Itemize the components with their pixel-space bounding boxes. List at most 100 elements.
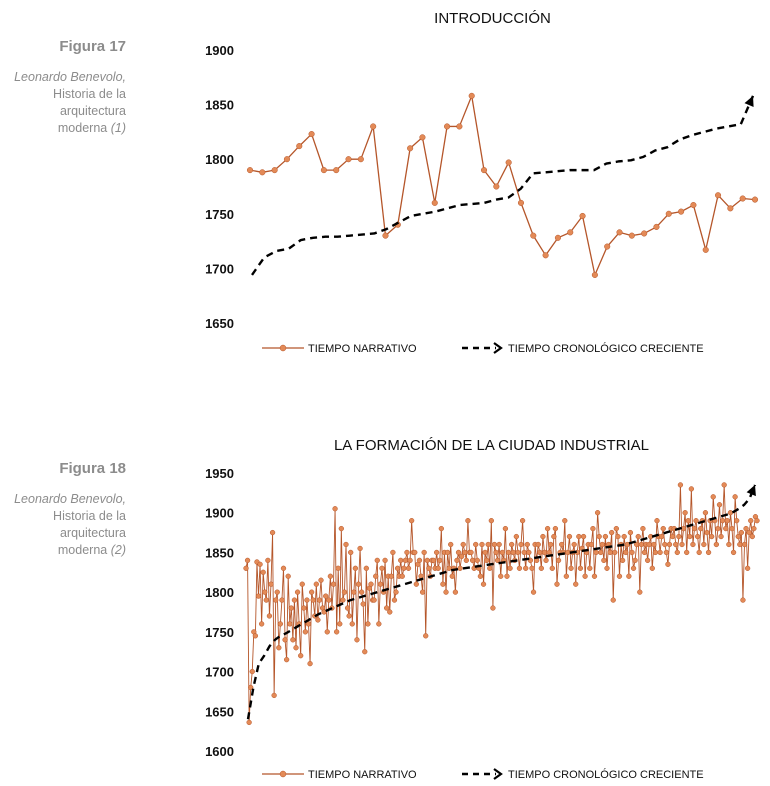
data-point-tiempo-narrativo bbox=[290, 637, 296, 643]
data-point-tiempo-narrativo bbox=[307, 660, 313, 667]
data-point-tiempo-narrativo bbox=[715, 525, 721, 532]
data-point-tiempo-narrativo bbox=[644, 557, 651, 564]
series-line-tiempo-narrativo bbox=[245, 484, 758, 723]
data-point-tiempo-narrativo bbox=[596, 533, 602, 540]
data-point-tiempo-narrativo bbox=[591, 573, 598, 579]
figure-17-caption: Figura 17 Leonardo Benevolo, Historia de… bbox=[0, 38, 126, 137]
data-point-tiempo-narrativo bbox=[257, 561, 263, 567]
data-point-tiempo-narrativo bbox=[405, 565, 412, 571]
series-line-tiempo-narrativo bbox=[249, 95, 756, 276]
data-point-tiempo-narrativo bbox=[407, 557, 413, 564]
data-point-tiempo-narrativo bbox=[513, 533, 519, 540]
data-point-tiempo-narrativo bbox=[351, 589, 357, 595]
data-point-tiempo-narrativo bbox=[285, 573, 291, 579]
data-point-tiempo-narrativo bbox=[260, 569, 266, 575]
data-point-tiempo-narrativo bbox=[485, 541, 491, 548]
data-point-tiempo-narrativo bbox=[582, 573, 588, 579]
data-point-tiempo-narrativo bbox=[480, 581, 487, 587]
data-point-tiempo-narrativo bbox=[609, 529, 615, 536]
data-point-tiempo-narrativo bbox=[330, 581, 337, 587]
data-point-tiempo-narrativo bbox=[730, 549, 737, 556]
data-point-tiempo-narrativo bbox=[674, 549, 680, 556]
data-point-tiempo-narrativo bbox=[616, 229, 623, 236]
data-point-tiempo-narrativo bbox=[376, 621, 382, 627]
data-point-tiempo-narrativo bbox=[310, 597, 316, 603]
data-point-tiempo-narrativo bbox=[568, 565, 574, 571]
chart-title: INTRODUCCIÓN bbox=[434, 10, 551, 27]
data-point-tiempo-narrativo bbox=[516, 565, 523, 571]
data-point-tiempo-narrativo bbox=[638, 541, 645, 548]
data-point-tiempo-narrativo bbox=[526, 549, 532, 556]
data-point-tiempo-narrativo bbox=[332, 506, 338, 512]
data-point-tiempo-narrativo bbox=[499, 549, 505, 556]
data-point-tiempo-narrativo bbox=[690, 202, 697, 209]
data-point-tiempo-narrativo bbox=[751, 525, 757, 532]
figure-source-line: moderna (1) bbox=[0, 120, 126, 137]
data-point-tiempo-narrativo bbox=[274, 589, 280, 595]
data-point-tiempo-narrativo bbox=[505, 159, 512, 166]
data-point-tiempo-narrativo bbox=[262, 589, 268, 595]
data-point-tiempo-narrativo bbox=[601, 557, 607, 564]
data-point-tiempo-narrativo bbox=[599, 541, 605, 548]
series-line-tiempo-cronologico bbox=[251, 95, 755, 276]
data-point-tiempo-narrativo bbox=[437, 557, 443, 564]
data-point-tiempo-narrativo bbox=[607, 549, 613, 556]
data-point-tiempo-narrativo bbox=[724, 518, 730, 524]
data-point-tiempo-narrativo bbox=[538, 565, 544, 571]
data-point-tiempo-narrativo bbox=[357, 156, 364, 163]
data-point-tiempo-narrativo bbox=[537, 549, 543, 556]
data-point-tiempo-narrativo bbox=[554, 581, 560, 587]
y-tick-label: 1700 bbox=[205, 261, 234, 276]
data-point-tiempo-narrativo bbox=[480, 167, 488, 174]
data-point-tiempo-narrativo bbox=[463, 557, 469, 564]
data-point-tiempo-narrativo bbox=[459, 553, 465, 560]
y-tick-label: 1900 bbox=[205, 506, 234, 521]
data-point-tiempo-narrativo bbox=[682, 510, 688, 516]
figure-source-line: Historia de la bbox=[53, 87, 126, 101]
data-point-tiempo-narrativo bbox=[435, 565, 441, 571]
data-point-tiempo-narrativo bbox=[394, 565, 401, 571]
data-point-tiempo-narrativo bbox=[440, 581, 446, 587]
data-point-tiempo-narrativo bbox=[287, 621, 293, 627]
data-point-tiempo-narrativo bbox=[709, 533, 715, 540]
data-point-tiempo-narrativo bbox=[321, 609, 327, 615]
data-point-tiempo-narrativo bbox=[587, 565, 593, 571]
data-point-tiempo-narrativo bbox=[288, 605, 294, 611]
data-point-tiempo-narrativo bbox=[404, 549, 410, 556]
data-point-tiempo-narrativo bbox=[580, 533, 587, 540]
data-point-tiempo-narrativo bbox=[412, 549, 418, 556]
data-point-tiempo-narrativo bbox=[344, 605, 351, 611]
data-point-tiempo-narrativo bbox=[651, 541, 657, 548]
data-point-tiempo-narrativo bbox=[276, 645, 282, 651]
data-point-tiempo-narrativo bbox=[313, 581, 319, 587]
y-tick-label: 1850 bbox=[205, 98, 234, 113]
data-point-tiempo-narrativo bbox=[416, 557, 423, 564]
data-point-tiempo-narrativo bbox=[732, 494, 738, 500]
data-point-tiempo-narrativo bbox=[383, 605, 390, 611]
data-point-tiempo-narrativo bbox=[426, 565, 432, 571]
data-point-tiempo-narrativo bbox=[565, 549, 571, 556]
data-point-tiempo-narrativo bbox=[360, 601, 366, 607]
legend-arrow-tiempo-cronologico bbox=[493, 768, 503, 780]
data-point-tiempo-narrativo bbox=[588, 541, 594, 548]
data-point-tiempo-narrativo bbox=[567, 229, 574, 236]
data-point-tiempo-narrativo bbox=[401, 565, 407, 571]
data-point-tiempo-narrativo bbox=[610, 597, 616, 603]
data-point-tiempo-narrativo bbox=[402, 557, 409, 564]
data-point-tiempo-narrativo bbox=[576, 533, 582, 540]
data-point-tiempo-narrativo bbox=[502, 525, 509, 532]
data-point-tiempo-narrativo bbox=[277, 621, 284, 627]
data-point-tiempo-narrativo bbox=[456, 123, 463, 130]
data-point-tiempo-narrativo bbox=[371, 597, 377, 603]
data-point-tiempo-narrativo bbox=[299, 581, 305, 587]
data-point-tiempo-narrativo bbox=[454, 557, 460, 564]
data-point-tiempo-narrativo bbox=[729, 525, 735, 532]
data-point-tiempo-narrativo bbox=[635, 533, 641, 540]
data-point-tiempo-narrativo bbox=[665, 561, 671, 567]
data-point-tiempo-narrativo bbox=[343, 541, 349, 548]
data-point-tiempo-narrativo bbox=[430, 557, 437, 564]
data-point-tiempo-narrativo bbox=[316, 597, 323, 603]
data-point-tiempo-narrativo bbox=[727, 205, 734, 212]
data-point-tiempo-narrativo bbox=[552, 525, 559, 532]
data-point-tiempo-narrativo bbox=[446, 565, 452, 571]
